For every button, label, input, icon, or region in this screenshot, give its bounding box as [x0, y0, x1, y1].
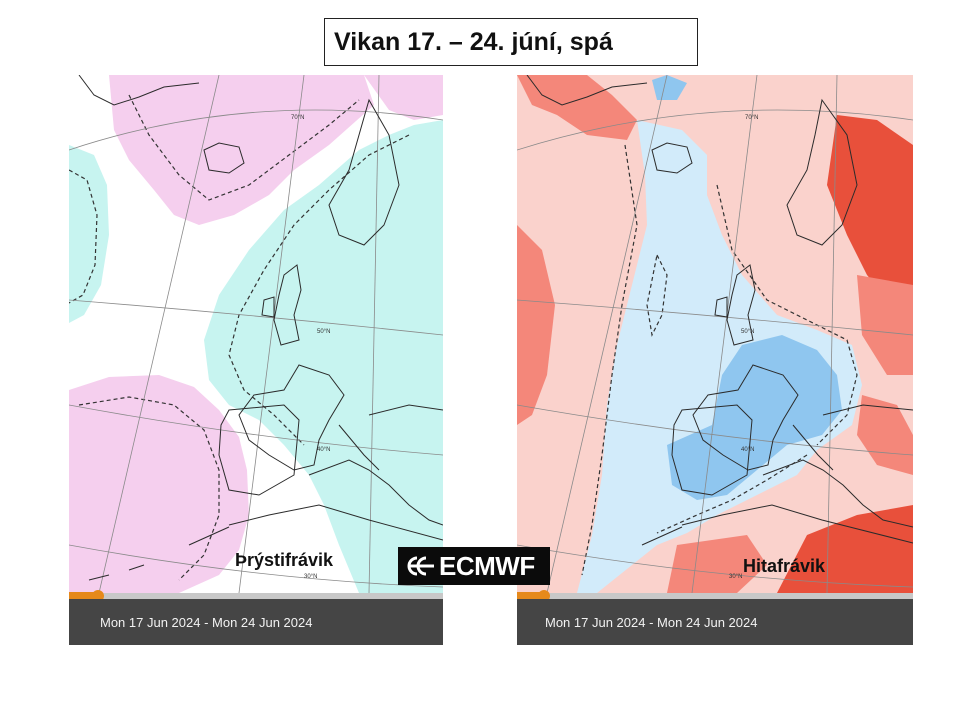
positive-anomaly-area-northeast	[364, 75, 443, 120]
graticule-label-30n-right: 30°N	[729, 574, 742, 580]
warm-anomaly-area-med	[857, 395, 913, 475]
negative-anomaly-area-west	[69, 145, 109, 323]
timeline-progress-right	[517, 592, 545, 600]
negative-anomaly-area-europe	[204, 120, 443, 593]
date-range-bar-right: Mon 17 Jun 2024 - Mon 24 Jun 2024	[517, 599, 913, 645]
cold-anomaly-area-greenland	[652, 75, 687, 100]
date-range-bar: Mon 17 Jun 2024 - Mon 24 Jun 2024	[69, 599, 443, 645]
warm-anomaly-area-scandinavia	[827, 115, 913, 305]
graticule-label-30n: 30°N	[304, 574, 317, 580]
graticule-label-50n-right: 50°N	[741, 329, 754, 335]
pressure-anomaly-map: 70°N 50°N 40°N 30°N	[69, 75, 443, 593]
ecmwf-logo-icon	[407, 556, 434, 576]
graticule-label-40n: 40°N	[317, 447, 330, 453]
graticule-label-70n-right: 70°N	[745, 115, 758, 121]
temperature-anomaly-label: Hitafrávik	[743, 556, 826, 576]
ecmwf-logo: ECMWF	[398, 547, 550, 585]
ecmwf-logo-text: ECMWF	[439, 550, 535, 581]
date-range-text-right: Mon 17 Jun 2024 - Mon 24 Jun 2024	[545, 614, 758, 630]
warm-anomaly-area-atlantic	[517, 225, 555, 425]
pressure-anomaly-panel: 70°N 50°N 40°N 30°N Þrýstifrávik Mon 17 …	[69, 75, 443, 645]
slide-title: Vikan 17. – 24. júní, spá	[324, 18, 698, 66]
warm-anomaly-area-africa	[777, 505, 913, 593]
graticule-label-40n-right: 40°N	[741, 447, 754, 453]
warm-anomaly-area-sw	[667, 535, 767, 593]
temperature-anomaly-panel: 70°N 50°N 40°N 30°N Hitafrávik Mon 17 Ju…	[517, 75, 913, 645]
positive-anomaly-area-north	[109, 75, 374, 225]
graticule-label-70n: 70°N	[291, 115, 304, 121]
warm-anomaly-area-greenland	[517, 75, 637, 140]
warm-anomaly-area-east	[857, 275, 913, 375]
date-range-text: Mon 17 Jun 2024 - Mon 24 Jun 2024	[100, 614, 313, 630]
cold-anomaly-area-core	[667, 335, 842, 500]
cold-anomaly-area	[577, 120, 862, 593]
graticule-label-50n: 50°N	[317, 329, 330, 335]
timeline-progress	[69, 592, 97, 600]
temperature-anomaly-map: 70°N 50°N 40°N 30°N	[517, 75, 913, 593]
pressure-anomaly-label: Þrýstifrávik	[235, 550, 334, 570]
